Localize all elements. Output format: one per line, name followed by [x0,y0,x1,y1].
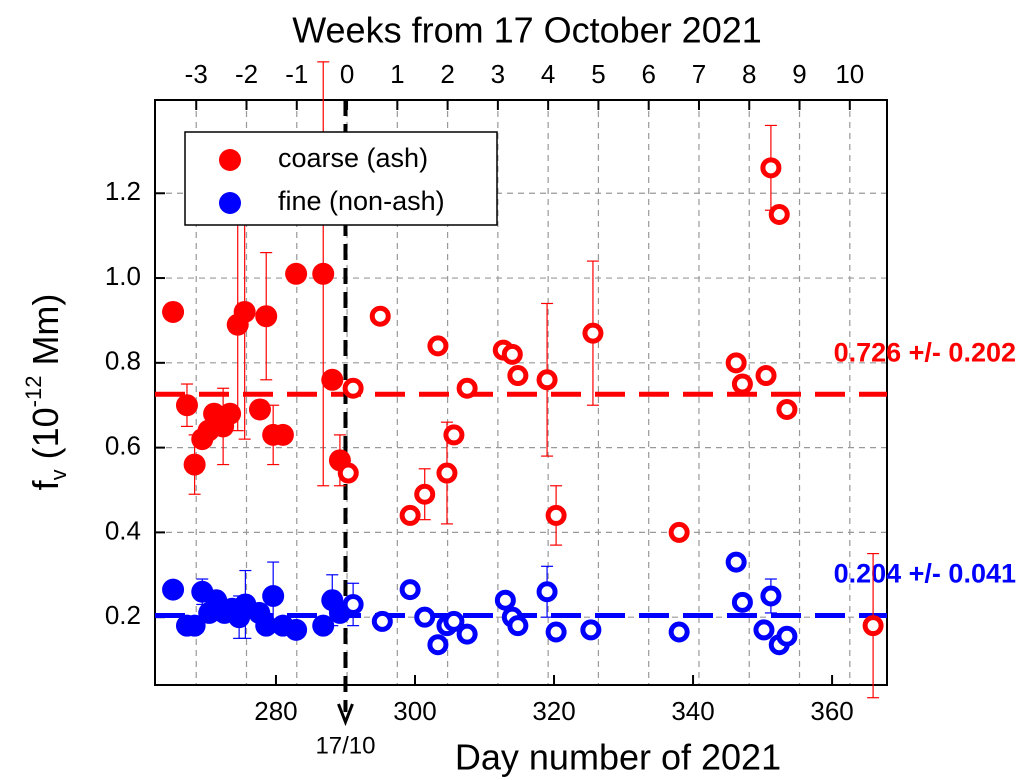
point [507,365,529,387]
point [776,398,798,420]
x2-tick-label: 7 [692,59,706,89]
legend-marker [219,192,241,214]
x2-tick-label: 4 [541,59,555,89]
point [862,615,884,637]
point [753,619,775,641]
y-tick-label: 1.0 [105,261,141,291]
x2-tick-label: 1 [390,59,404,89]
point [427,634,449,656]
x-tick-label: 280 [254,696,297,726]
y-tick-label: 1.2 [105,176,141,206]
x-tick-label: 320 [532,696,575,726]
mean-label: 0.204 +/- 0.041 [834,559,1016,589]
x-tick-label: 360 [810,696,853,726]
point [399,579,421,601]
x2-tick-label: 3 [491,59,505,89]
legend-marker [219,149,241,171]
point [262,584,285,607]
y-tick-label: 0.2 [105,600,141,630]
legend-label: fine (non-ash) [278,186,445,216]
point [271,423,294,446]
point [545,621,567,643]
point [337,462,359,484]
point [768,203,790,225]
point [731,373,753,395]
y-axis-title-part: v [46,469,71,480]
point [342,377,364,399]
point [456,377,478,399]
point [183,614,206,637]
point [436,462,458,484]
x2-tick-label: 8 [742,59,756,89]
point [248,398,271,421]
point [731,591,753,613]
y-tick-label: 0.8 [105,346,141,376]
point [183,453,206,476]
point [371,610,393,632]
point [536,369,558,391]
point [755,365,777,387]
point [414,483,436,505]
point [725,352,747,374]
point [162,300,185,323]
y-axis-title: fv (10-12 Mm) [21,294,71,491]
x2-tick-label: 6 [641,59,655,89]
point [580,619,602,641]
point [668,621,690,643]
y-tick-label: 0.4 [105,515,141,545]
date-label: 17/10 [315,732,375,759]
point [255,305,278,328]
point [312,614,335,637]
y-axis-title-part: Mm) [25,294,66,376]
point [233,300,256,323]
point [501,343,523,365]
point [507,615,529,637]
point [443,610,465,632]
y-axis-title-part: f [25,479,66,490]
x2-tick-label: 10 [835,59,864,89]
point [414,606,436,628]
date-arrow [337,703,354,727]
point [776,625,798,647]
point [536,581,558,603]
point [255,614,278,637]
point [285,262,308,285]
point [443,424,465,446]
point [342,593,364,615]
point [760,585,782,607]
x2-tick-label: 5 [591,59,605,89]
point [456,623,478,645]
x-tick-label: 340 [671,696,714,726]
point [760,157,782,179]
point [582,322,604,344]
x2-tick-label: -3 [185,59,208,89]
point [725,551,747,573]
point [162,578,185,601]
point [494,589,516,611]
point [399,504,421,526]
x2-tick-label: 0 [340,59,354,89]
x2-tick-label: 9 [792,59,806,89]
x2-tick-label: -1 [285,59,308,89]
point [285,618,308,641]
x-axis-title: Day number of 2021 [455,737,781,778]
chart-title: Weeks from 17 October 2021 [292,10,762,51]
y-axis-title-part: -12 [21,376,46,408]
point [219,402,242,425]
y-axis-title-part: (10 [25,407,66,469]
point [312,262,335,285]
x2-tick-label: 2 [440,59,454,89]
point [668,521,690,543]
x2-tick-label: -2 [235,59,258,89]
point [427,335,449,357]
point [175,394,198,417]
x-tick-label: 300 [393,696,436,726]
point [369,305,391,327]
legend-label: coarse (ash) [278,143,428,173]
point [321,368,344,391]
mean-label: 0.726 +/- 0.202 [834,337,1016,367]
point [545,504,567,526]
y-tick-label: 0.6 [105,430,141,460]
